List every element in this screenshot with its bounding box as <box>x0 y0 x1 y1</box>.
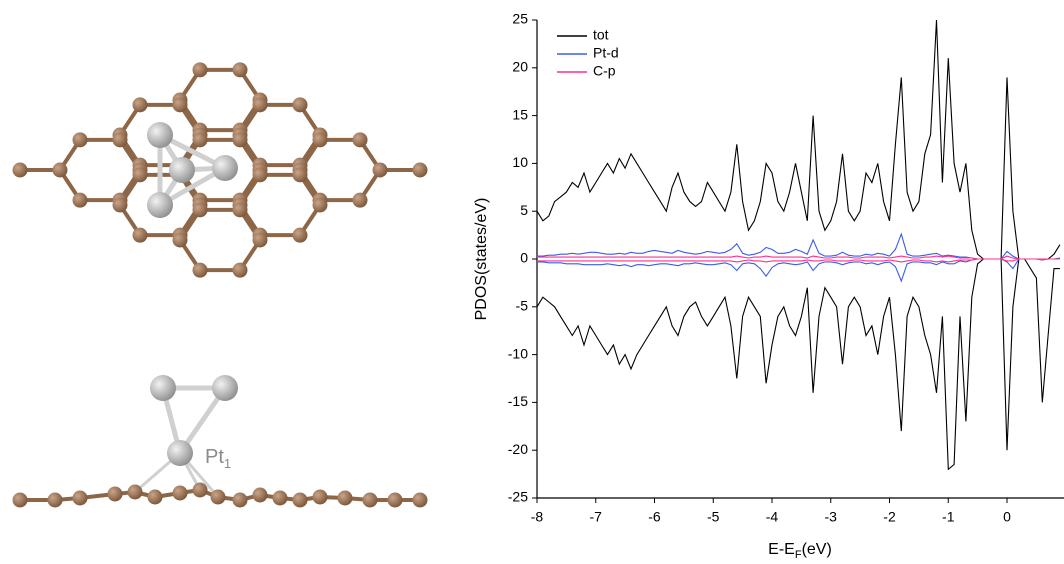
carbon-atom <box>53 163 68 178</box>
x-tick-label: -6 <box>648 509 661 525</box>
y-tick-label: -15 <box>508 393 528 409</box>
figure: Pt1 -25-20-15-10-50510152025-8-7-6-5-4-3… <box>0 0 1064 564</box>
carbon-atom <box>373 163 388 178</box>
pt-atom <box>147 192 173 218</box>
pt-label-main: Pt <box>205 446 224 468</box>
x-tick-label: -7 <box>590 509 603 525</box>
pdos-line <box>537 234 1060 259</box>
carbon-atom <box>253 97 268 112</box>
legend-label: C-p <box>593 63 616 79</box>
carbon-atom <box>73 193 88 208</box>
carbon-atom <box>313 198 328 213</box>
x-tick-label: -5 <box>707 509 720 525</box>
legend-label: Pt-d <box>593 45 619 61</box>
pt-atom <box>150 375 176 401</box>
y-axis-label: PDOS(states/eV) <box>473 198 490 321</box>
y-tick-label: 5 <box>520 202 528 218</box>
pt-atom <box>212 375 238 401</box>
carbon-atom <box>233 493 248 508</box>
carbon-atom <box>193 483 208 498</box>
pdos-line <box>537 259 1060 281</box>
carbon-atom <box>211 490 226 505</box>
y-tick-label: -20 <box>508 441 528 457</box>
carbon-atom <box>253 167 268 182</box>
x-label-unit: (eV) <box>802 541 832 558</box>
y-tick-label: 25 <box>512 11 528 27</box>
x-tick-label: -3 <box>825 509 838 525</box>
y-tick-label: 20 <box>512 59 528 75</box>
carbon-atom <box>113 132 128 147</box>
carbon-atom <box>233 263 248 278</box>
y-tick-label: -5 <box>516 298 529 314</box>
y-tick-label: 0 <box>520 250 528 266</box>
carbon-atom <box>113 198 128 213</box>
carbon-atom <box>293 228 308 243</box>
carbon-atom <box>293 493 308 508</box>
pt-atom <box>147 122 173 148</box>
carbon-atom <box>173 97 188 112</box>
y-tick-label: -25 <box>508 489 528 505</box>
carbon-atom <box>193 62 208 77</box>
carbon-atom <box>293 167 308 182</box>
x-tick-label: -1 <box>942 509 955 525</box>
carbon-atom <box>73 491 88 506</box>
carbon-atom <box>253 233 268 248</box>
carbon-atom <box>73 132 88 147</box>
y-tick-label: 15 <box>512 106 528 122</box>
y-tick-label: 10 <box>512 154 528 170</box>
x-tick-label: -2 <box>883 509 896 525</box>
pt-atom <box>169 157 195 183</box>
carbon-atom <box>293 97 308 112</box>
carbon-atom <box>233 62 248 77</box>
y-tick-label: -10 <box>508 345 528 361</box>
carbon-atom <box>353 132 368 147</box>
carbon-atom <box>173 233 188 248</box>
carbon-atom <box>353 193 368 208</box>
carbon-atom <box>193 202 208 217</box>
legend-label: tot <box>593 27 609 43</box>
carbon-atom <box>148 490 163 505</box>
carbon-atom <box>133 97 148 112</box>
carbon-atom <box>13 493 28 508</box>
pt-atom <box>167 440 193 466</box>
carbon-atom <box>233 132 248 147</box>
carbon-atom <box>128 485 143 500</box>
carbon-atom <box>108 487 123 502</box>
carbon-atom <box>133 167 148 182</box>
x-tick-label: -8 <box>531 509 544 525</box>
pt-label: Pt1 <box>205 446 231 471</box>
x-tick-label: -4 <box>766 509 779 525</box>
x-label-main: E-E <box>768 541 795 558</box>
carbon-atom <box>233 202 248 217</box>
x-axis-label: E-EF(eV) <box>768 541 832 561</box>
carbon-atom <box>193 263 208 278</box>
carbon-atom <box>413 493 428 508</box>
plot: -25-20-15-10-50510152025-8-7-6-5-4-3-2-1… <box>508 11 1064 525</box>
carbon-atom <box>193 132 208 147</box>
x-tick-label: 0 <box>1003 509 1011 525</box>
carbon-atom <box>313 490 328 505</box>
carbon-atom <box>363 493 378 508</box>
structure <box>13 62 428 507</box>
carbon-atom <box>133 228 148 243</box>
pt-atom <box>212 155 238 181</box>
carbon-atom <box>388 493 403 508</box>
carbon-atom <box>413 163 428 178</box>
pt-label-sub: 1 <box>224 456 231 471</box>
page: Pt1 -25-20-15-10-50510152025-8-7-6-5-4-3… <box>0 0 1064 564</box>
carbon-atom <box>173 486 188 501</box>
carbon-atom <box>253 488 268 503</box>
carbon-atom <box>273 491 288 506</box>
carbon-atom <box>313 132 328 147</box>
pdos-line <box>537 259 1060 469</box>
carbon-atom <box>48 493 63 508</box>
carbon-atom <box>338 491 353 506</box>
carbon-atom <box>13 163 28 178</box>
